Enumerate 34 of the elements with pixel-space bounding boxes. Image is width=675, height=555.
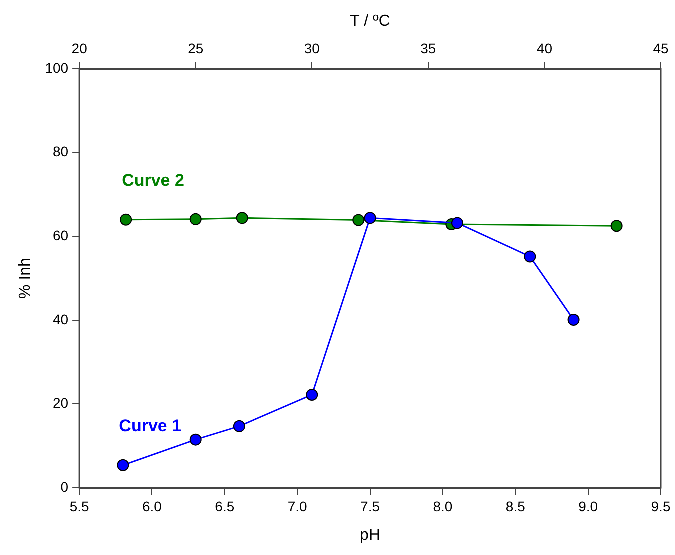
point [524, 250, 536, 263]
x2-tick-label: 30 [304, 40, 320, 56]
x-tick-label: 8.5 [506, 498, 526, 514]
point [451, 217, 464, 230]
x2-tick-label: 35 [420, 40, 436, 56]
x2-tick-label: 20 [72, 40, 88, 56]
x-tick-label: 7.0 [288, 498, 308, 514]
y-tick-label: 40 [52, 311, 69, 328]
y-tick-label: 20 [52, 395, 69, 412]
x2-tick-label: 25 [188, 40, 204, 56]
x-axis-title: pH [360, 526, 381, 544]
point [233, 420, 246, 432]
x-tick-label: 6.0 [142, 498, 162, 514]
y-axis-title: % Inh [17, 258, 34, 299]
x-tick-label: 7.5 [360, 498, 380, 514]
y-tick-label: 100 [45, 60, 69, 76]
x-tick-label: 8.0 [433, 498, 453, 514]
point [306, 388, 318, 401]
x-tick-label: 9.0 [578, 498, 598, 514]
x2-axis-title: T / ºC [350, 13, 390, 30]
x-tick-label: 6.5 [215, 498, 235, 514]
x-tick-label: 5.5 [70, 498, 90, 514]
x2-tick-label: 45 [653, 40, 669, 56]
point [568, 314, 580, 326]
series-label: Curve 2 [122, 171, 184, 190]
point [117, 459, 130, 472]
y-tick-label: 80 [52, 144, 69, 160]
x2-tick-label: 40 [536, 40, 553, 56]
x-tick-label: 9.5 [651, 498, 671, 514]
point [190, 434, 202, 446]
series-label: Curve 1 [119, 416, 182, 436]
y-tick-label: 60 [52, 227, 69, 244]
y-tick-label: 0 [60, 478, 69, 495]
point [364, 212, 376, 224]
